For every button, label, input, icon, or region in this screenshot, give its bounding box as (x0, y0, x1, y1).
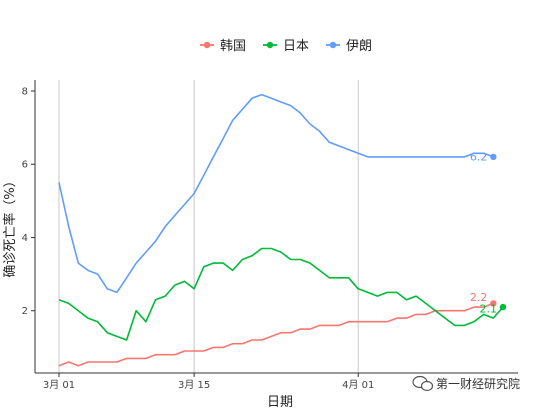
legend-label: 韩国 (220, 39, 246, 54)
wechat-icon (412, 375, 434, 392)
x-tick-label: 3月 15 (178, 379, 210, 391)
y-tick-label: 2 (22, 306, 28, 317)
legend-item: 伊朗 (326, 39, 372, 54)
series-endpoint-伊朗 (490, 153, 497, 161)
y-tick-label: 6 (22, 160, 28, 171)
legend-label: 日本 (283, 39, 309, 54)
legend: 韩国 日本 伊朗 (200, 39, 372, 54)
y-tick-label: 4 (22, 233, 28, 244)
legend-label: 伊朗 (346, 39, 372, 54)
series-endpoint-韩国 (490, 300, 497, 307)
y-tick-label: 8 (22, 86, 28, 97)
series-line-日本 (58, 247, 504, 341)
legend-item: 韩国 (200, 39, 246, 54)
x-axis-title: 日期 (267, 395, 293, 410)
series-endpoint-日本 (499, 303, 507, 311)
legend-key-dot (266, 41, 274, 49)
series-line-伊朗 (58, 93, 494, 294)
legend-key-dot (329, 41, 337, 49)
end-label-日本: 2.1 (480, 303, 498, 316)
end-label-伊朗: 6.2 (470, 150, 488, 163)
end-labels: 2.22.1 6.2 (470, 150, 497, 315)
y-axis-title: 确诊死亡率（%） (2, 174, 18, 277)
x-tick-label: 4月 01 (342, 379, 374, 391)
legend-key-dot (203, 41, 211, 49)
axes: 2 4 6 8 3月 01 3月 15 4月 01 (22, 80, 518, 391)
watermark: 第一财经研究院 (412, 375, 520, 392)
legend-item: 日本 (263, 39, 309, 54)
grid-lines (58, 80, 359, 373)
end-label-韩国: 2.2 (470, 291, 488, 304)
series-line-韩国 (58, 302, 494, 367)
watermark-text: 第一财经研究院 (436, 376, 520, 391)
data-series (58, 93, 507, 367)
x-tick-label: 3月 01 (43, 379, 75, 391)
